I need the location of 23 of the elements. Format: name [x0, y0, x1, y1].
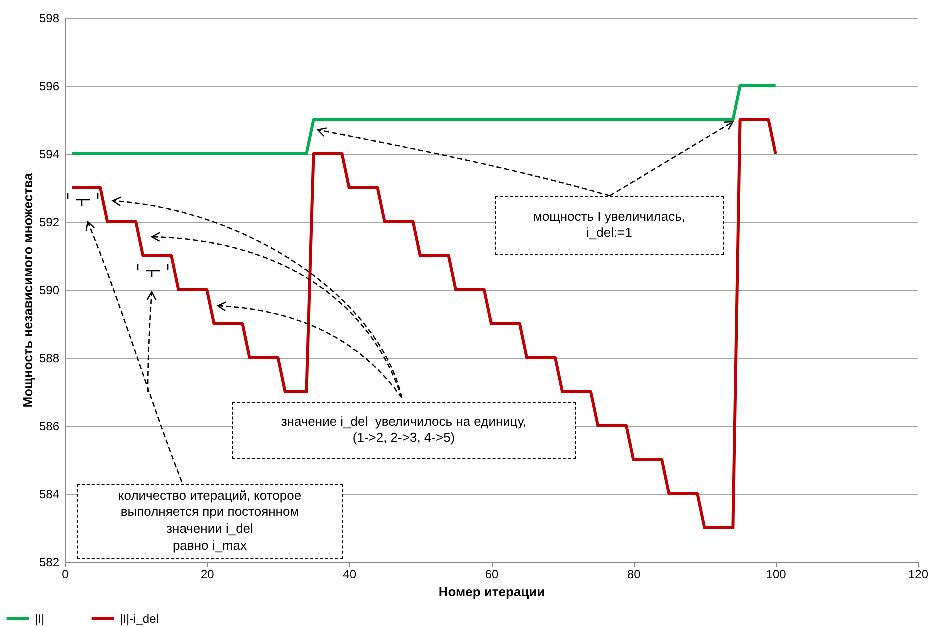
- y-tick-label: 590: [39, 284, 60, 298]
- legend-label: |I|: [35, 612, 45, 626]
- y-tick-label: 588: [39, 352, 60, 366]
- y-tick-label: 596: [39, 80, 60, 94]
- annotation: количество итераций, которое выполняется при постоянном значении i_del равно i_max: [117, 488, 303, 556]
- x-tick-label: 0: [62, 568, 70, 582]
- x-tick-label: 80: [627, 568, 642, 582]
- x-tick-label: 60: [485, 568, 499, 582]
- x-tick-label: 120: [908, 568, 929, 582]
- x-axis-title: Номер итерации: [438, 584, 546, 600]
- x-tick-label: 40: [343, 568, 357, 582]
- x-tick-label: 100: [766, 568, 787, 582]
- y-tick-label: 586: [39, 420, 60, 434]
- y-axis-title: Мощность независимого множества: [20, 172, 36, 408]
- x-tick-label: 20: [200, 568, 215, 582]
- annotation: мощность I увеличилась, i_del:=1: [532, 208, 686, 242]
- y-tick-label: 594: [39, 148, 60, 162]
- y-tick-label: 592: [39, 216, 60, 230]
- y-tick-label: 582: [39, 556, 60, 570]
- legend-label: |I|-i_del: [120, 612, 159, 626]
- y-tick-label: 584: [39, 488, 60, 502]
- y-tick-label: 598: [39, 12, 60, 26]
- annotation: значение i_del увеличилось на единицу, (1->2, 2->3, 4->5): [280, 414, 528, 448]
